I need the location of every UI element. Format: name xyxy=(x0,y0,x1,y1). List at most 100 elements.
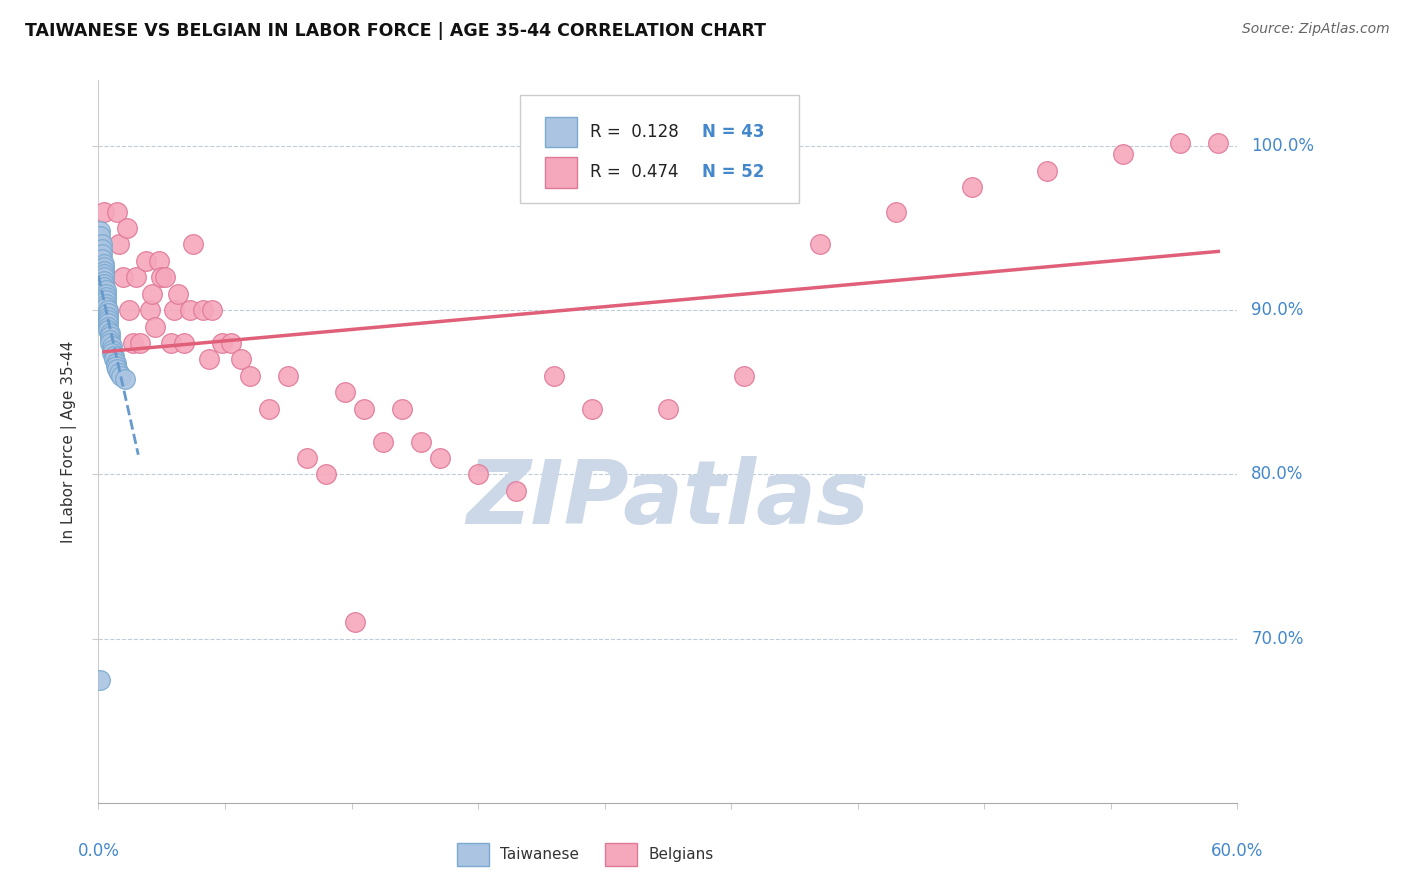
Point xyxy=(93,257,115,271)
Point xyxy=(159,336,181,351)
Point xyxy=(148,253,170,268)
Point xyxy=(91,243,114,257)
Point xyxy=(93,280,115,294)
Point xyxy=(229,352,252,367)
Point xyxy=(297,450,319,465)
Text: ZIPatlas: ZIPatlas xyxy=(467,456,869,543)
Point xyxy=(93,260,115,275)
Point xyxy=(118,303,141,318)
Point xyxy=(94,300,117,314)
Point xyxy=(315,467,337,482)
Point xyxy=(884,204,907,219)
Point xyxy=(1036,163,1059,178)
Point xyxy=(91,252,114,267)
Point xyxy=(259,401,281,416)
Text: 70.0%: 70.0% xyxy=(1251,630,1303,648)
Point xyxy=(98,336,121,351)
Point xyxy=(371,434,394,449)
Point xyxy=(108,237,131,252)
Text: Source: ZipAtlas.com: Source: ZipAtlas.com xyxy=(1241,22,1389,37)
Point xyxy=(97,306,120,320)
FancyBboxPatch shape xyxy=(605,843,637,866)
Point xyxy=(97,313,120,327)
Point xyxy=(129,336,152,351)
Point xyxy=(94,286,117,301)
Point xyxy=(107,362,129,376)
Point xyxy=(163,303,186,318)
Point xyxy=(98,329,121,343)
Point xyxy=(183,237,205,252)
Point xyxy=(97,303,120,318)
Point xyxy=(93,264,115,278)
Point xyxy=(808,237,831,252)
Point xyxy=(97,319,120,334)
Point xyxy=(153,270,176,285)
Point xyxy=(221,336,243,351)
Point xyxy=(239,368,262,383)
Point xyxy=(104,359,127,373)
Point xyxy=(97,323,120,337)
Text: 0.0%: 0.0% xyxy=(77,842,120,860)
Text: Belgians: Belgians xyxy=(648,847,714,863)
Point xyxy=(107,204,129,219)
Point xyxy=(104,356,127,370)
Point xyxy=(138,303,160,318)
Point xyxy=(201,303,224,318)
Point xyxy=(1208,136,1230,150)
Point xyxy=(657,401,679,416)
Point xyxy=(581,401,603,416)
Point xyxy=(94,293,117,308)
Point xyxy=(429,450,451,465)
Text: N = 52: N = 52 xyxy=(702,163,765,181)
Text: 90.0%: 90.0% xyxy=(1251,301,1303,319)
Point xyxy=(335,385,357,400)
Point xyxy=(100,339,122,353)
FancyBboxPatch shape xyxy=(520,95,799,203)
Point xyxy=(505,483,527,498)
Text: N = 43: N = 43 xyxy=(702,123,765,141)
Point xyxy=(112,270,135,285)
Point xyxy=(960,180,983,194)
Point xyxy=(94,284,117,298)
Point xyxy=(121,336,143,351)
Point xyxy=(93,274,115,288)
Point xyxy=(91,237,114,252)
Point xyxy=(191,303,214,318)
Point xyxy=(391,401,413,416)
Point xyxy=(353,401,375,416)
Point xyxy=(411,434,433,449)
Point xyxy=(100,346,122,360)
FancyBboxPatch shape xyxy=(546,117,576,147)
Point xyxy=(211,336,233,351)
Point xyxy=(1112,147,1135,161)
Text: 80.0%: 80.0% xyxy=(1251,466,1303,483)
Point xyxy=(108,366,131,380)
Point xyxy=(733,368,755,383)
Point xyxy=(277,368,299,383)
Point xyxy=(103,352,125,367)
Point xyxy=(89,224,111,238)
Point xyxy=(89,673,111,687)
Point xyxy=(94,296,117,310)
Point xyxy=(91,247,114,261)
Point xyxy=(103,349,125,363)
Point xyxy=(167,286,190,301)
Point xyxy=(98,333,121,347)
Point xyxy=(197,352,219,367)
FancyBboxPatch shape xyxy=(546,157,576,187)
Point xyxy=(93,270,115,285)
Point xyxy=(93,267,115,281)
Point xyxy=(97,310,120,324)
Point xyxy=(114,372,136,386)
Point xyxy=(89,229,111,244)
Text: 100.0%: 100.0% xyxy=(1251,137,1315,155)
Point xyxy=(115,221,138,235)
Point xyxy=(343,615,366,630)
Point xyxy=(173,336,195,351)
Point xyxy=(543,368,565,383)
Point xyxy=(93,204,115,219)
Text: R =  0.128: R = 0.128 xyxy=(591,123,679,141)
Point xyxy=(135,253,157,268)
Point xyxy=(1170,136,1192,150)
Point xyxy=(125,270,148,285)
